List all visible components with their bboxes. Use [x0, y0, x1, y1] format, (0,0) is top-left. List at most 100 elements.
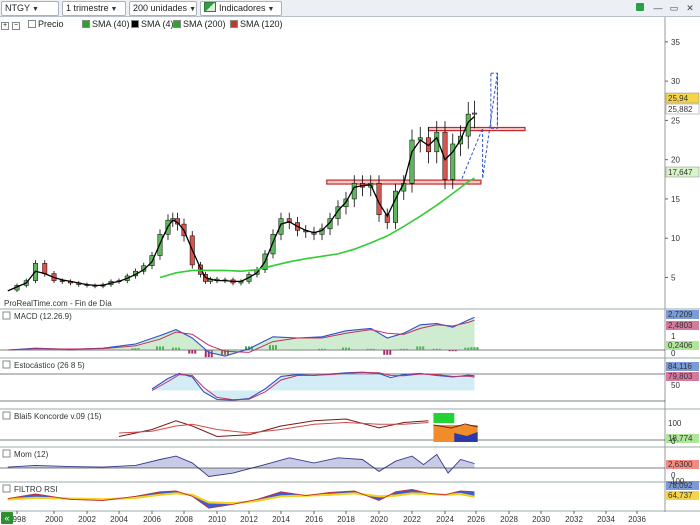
indicator-badge-label: 0,2406	[668, 341, 693, 350]
x-tick-label: 2002	[78, 515, 96, 524]
period-selector[interactable]: 1 trimestre ▼	[62, 1, 126, 16]
indicators-button[interactable]: Indicadores ▼	[200, 1, 282, 16]
candle-body	[270, 234, 276, 255]
collapse-icon[interactable]: −	[12, 22, 20, 30]
indicator-badge	[666, 434, 699, 443]
macd-histogram-bar	[269, 345, 271, 350]
macd-histogram-bar	[402, 348, 405, 350]
koncorde-blue-block	[454, 432, 478, 442]
candle-body	[278, 218, 284, 235]
candle-body	[450, 143, 456, 180]
ticker-label: NTGY	[5, 3, 31, 13]
macd-histogram-bar	[251, 346, 253, 350]
macd-histogram-bar	[464, 347, 467, 350]
ticker-selector[interactable]: NTGY ▼	[1, 1, 59, 16]
legend-item-sma40[interactable]: SMA (40)	[82, 18, 130, 31]
panel-title: FILTRO RSI	[14, 485, 57, 494]
sma4-line	[7, 116, 475, 292]
legend-label: SMA (120)	[240, 19, 283, 29]
macd-histogram-bar	[224, 350, 226, 355]
y-tick-label: 20	[671, 156, 680, 165]
macd-histogram-bar	[69, 350, 72, 351]
legend-item-sma4[interactable]: SMA (4)	[131, 18, 174, 31]
x-tick-label: 2016	[305, 515, 323, 524]
macd-histogram-bar	[204, 350, 207, 358]
minimize-icon[interactable]: —	[653, 3, 663, 13]
x-tick-label: 2036	[628, 515, 646, 524]
chevron-down-icon: ▼	[110, 6, 118, 13]
x-tick-label: 2018	[337, 515, 355, 524]
macd-histogram-bar	[476, 347, 479, 350]
indicator-badge-label: 78,092	[668, 481, 693, 490]
candle-body	[472, 112, 477, 115]
alert-icon[interactable]	[634, 2, 646, 14]
panel-title: Blai5 Koncorde v.09 (15)	[14, 412, 102, 421]
x-tick-label: 2030	[532, 515, 550, 524]
macd-histogram-bar	[188, 350, 191, 354]
candle-body	[335, 206, 341, 219]
indicator-badge	[666, 481, 699, 490]
legend-item-sma120[interactable]: SMA (120)	[230, 18, 283, 31]
macd-line	[7, 316, 475, 357]
indicator-badge-label: 2,6300	[668, 460, 693, 469]
indicator-badge-label: 100	[668, 419, 682, 428]
x-tick-label: 2026	[467, 515, 485, 524]
stochastic-d-line	[151, 371, 475, 401]
x-tick-label: 2024	[436, 515, 454, 524]
legend-item-price[interactable]: Precio	[28, 18, 64, 31]
macd-histogram-bar	[172, 347, 174, 350]
restore-icon[interactable]: ▭	[669, 3, 679, 13]
macd-histogram-bar	[162, 346, 164, 350]
macd-histogram-bar	[178, 347, 180, 350]
macd-histogram-bar	[37, 349, 40, 350]
koncorde-green-block	[433, 413, 455, 423]
y-tick-label: 30	[671, 77, 680, 86]
momentum-line	[7, 453, 475, 477]
macd-histogram-bar	[432, 348, 435, 350]
indicator-badge-label: 64,737	[668, 491, 693, 500]
indicator-badge	[666, 341, 699, 350]
candle-body	[442, 131, 448, 180]
color-swatch	[131, 20, 139, 28]
macd-histogram-bar	[451, 350, 454, 352]
macd-histogram-bar	[293, 350, 296, 351]
settings-icon[interactable]: +	[1, 22, 9, 30]
indicator-tick-label: 0	[671, 471, 676, 480]
candle-body	[59, 280, 65, 282]
macd-histogram-bar	[34, 349, 37, 350]
koncorde-ma-line	[118, 421, 429, 434]
macd-histogram-bar	[467, 347, 470, 350]
y-tick-label: 5	[671, 274, 676, 283]
macd-histogram-bar	[159, 346, 161, 350]
panel-collapse-icon	[2, 484, 11, 493]
period-label: 1 trimestre	[66, 3, 109, 13]
macd-histogram-bar	[342, 347, 344, 350]
legend-label: SMA (200)	[183, 19, 226, 29]
indicator-badge	[666, 419, 699, 428]
scroll-left-button[interactable]: «	[1, 512, 13, 524]
macd-histogram-bar	[470, 347, 473, 350]
macd-histogram-bar	[372, 348, 375, 350]
close-icon[interactable]: ✕	[686, 3, 694, 13]
macd-histogram-bar	[386, 350, 389, 355]
macd-histogram-bar	[191, 350, 194, 354]
macd-histogram-bar	[454, 350, 457, 352]
macd-histogram-bar	[369, 348, 372, 350]
indicator-tick-label: 50	[671, 381, 680, 390]
panel-collapse-icon	[2, 360, 11, 369]
x-tick-label: 2006	[143, 515, 161, 524]
macd-histogram-bar	[272, 345, 274, 350]
indicator-badge-label: 2,7209	[668, 310, 693, 319]
indicators-icon	[204, 2, 216, 12]
y-tick-label: 25	[671, 116, 680, 125]
macd-histogram-bar	[366, 348, 369, 350]
indicator-badge	[666, 362, 699, 371]
macd-histogram-bar	[6, 350, 9, 351]
legend-item-sma200[interactable]: SMA (200)	[173, 18, 226, 31]
macd-histogram-bar	[419, 346, 422, 350]
macd-histogram-bar	[389, 350, 392, 355]
units-selector[interactable]: 200 unidades ▼	[129, 1, 197, 16]
macd-signal-line	[7, 319, 475, 353]
indicators-label: Indicadores	[219, 3, 266, 13]
